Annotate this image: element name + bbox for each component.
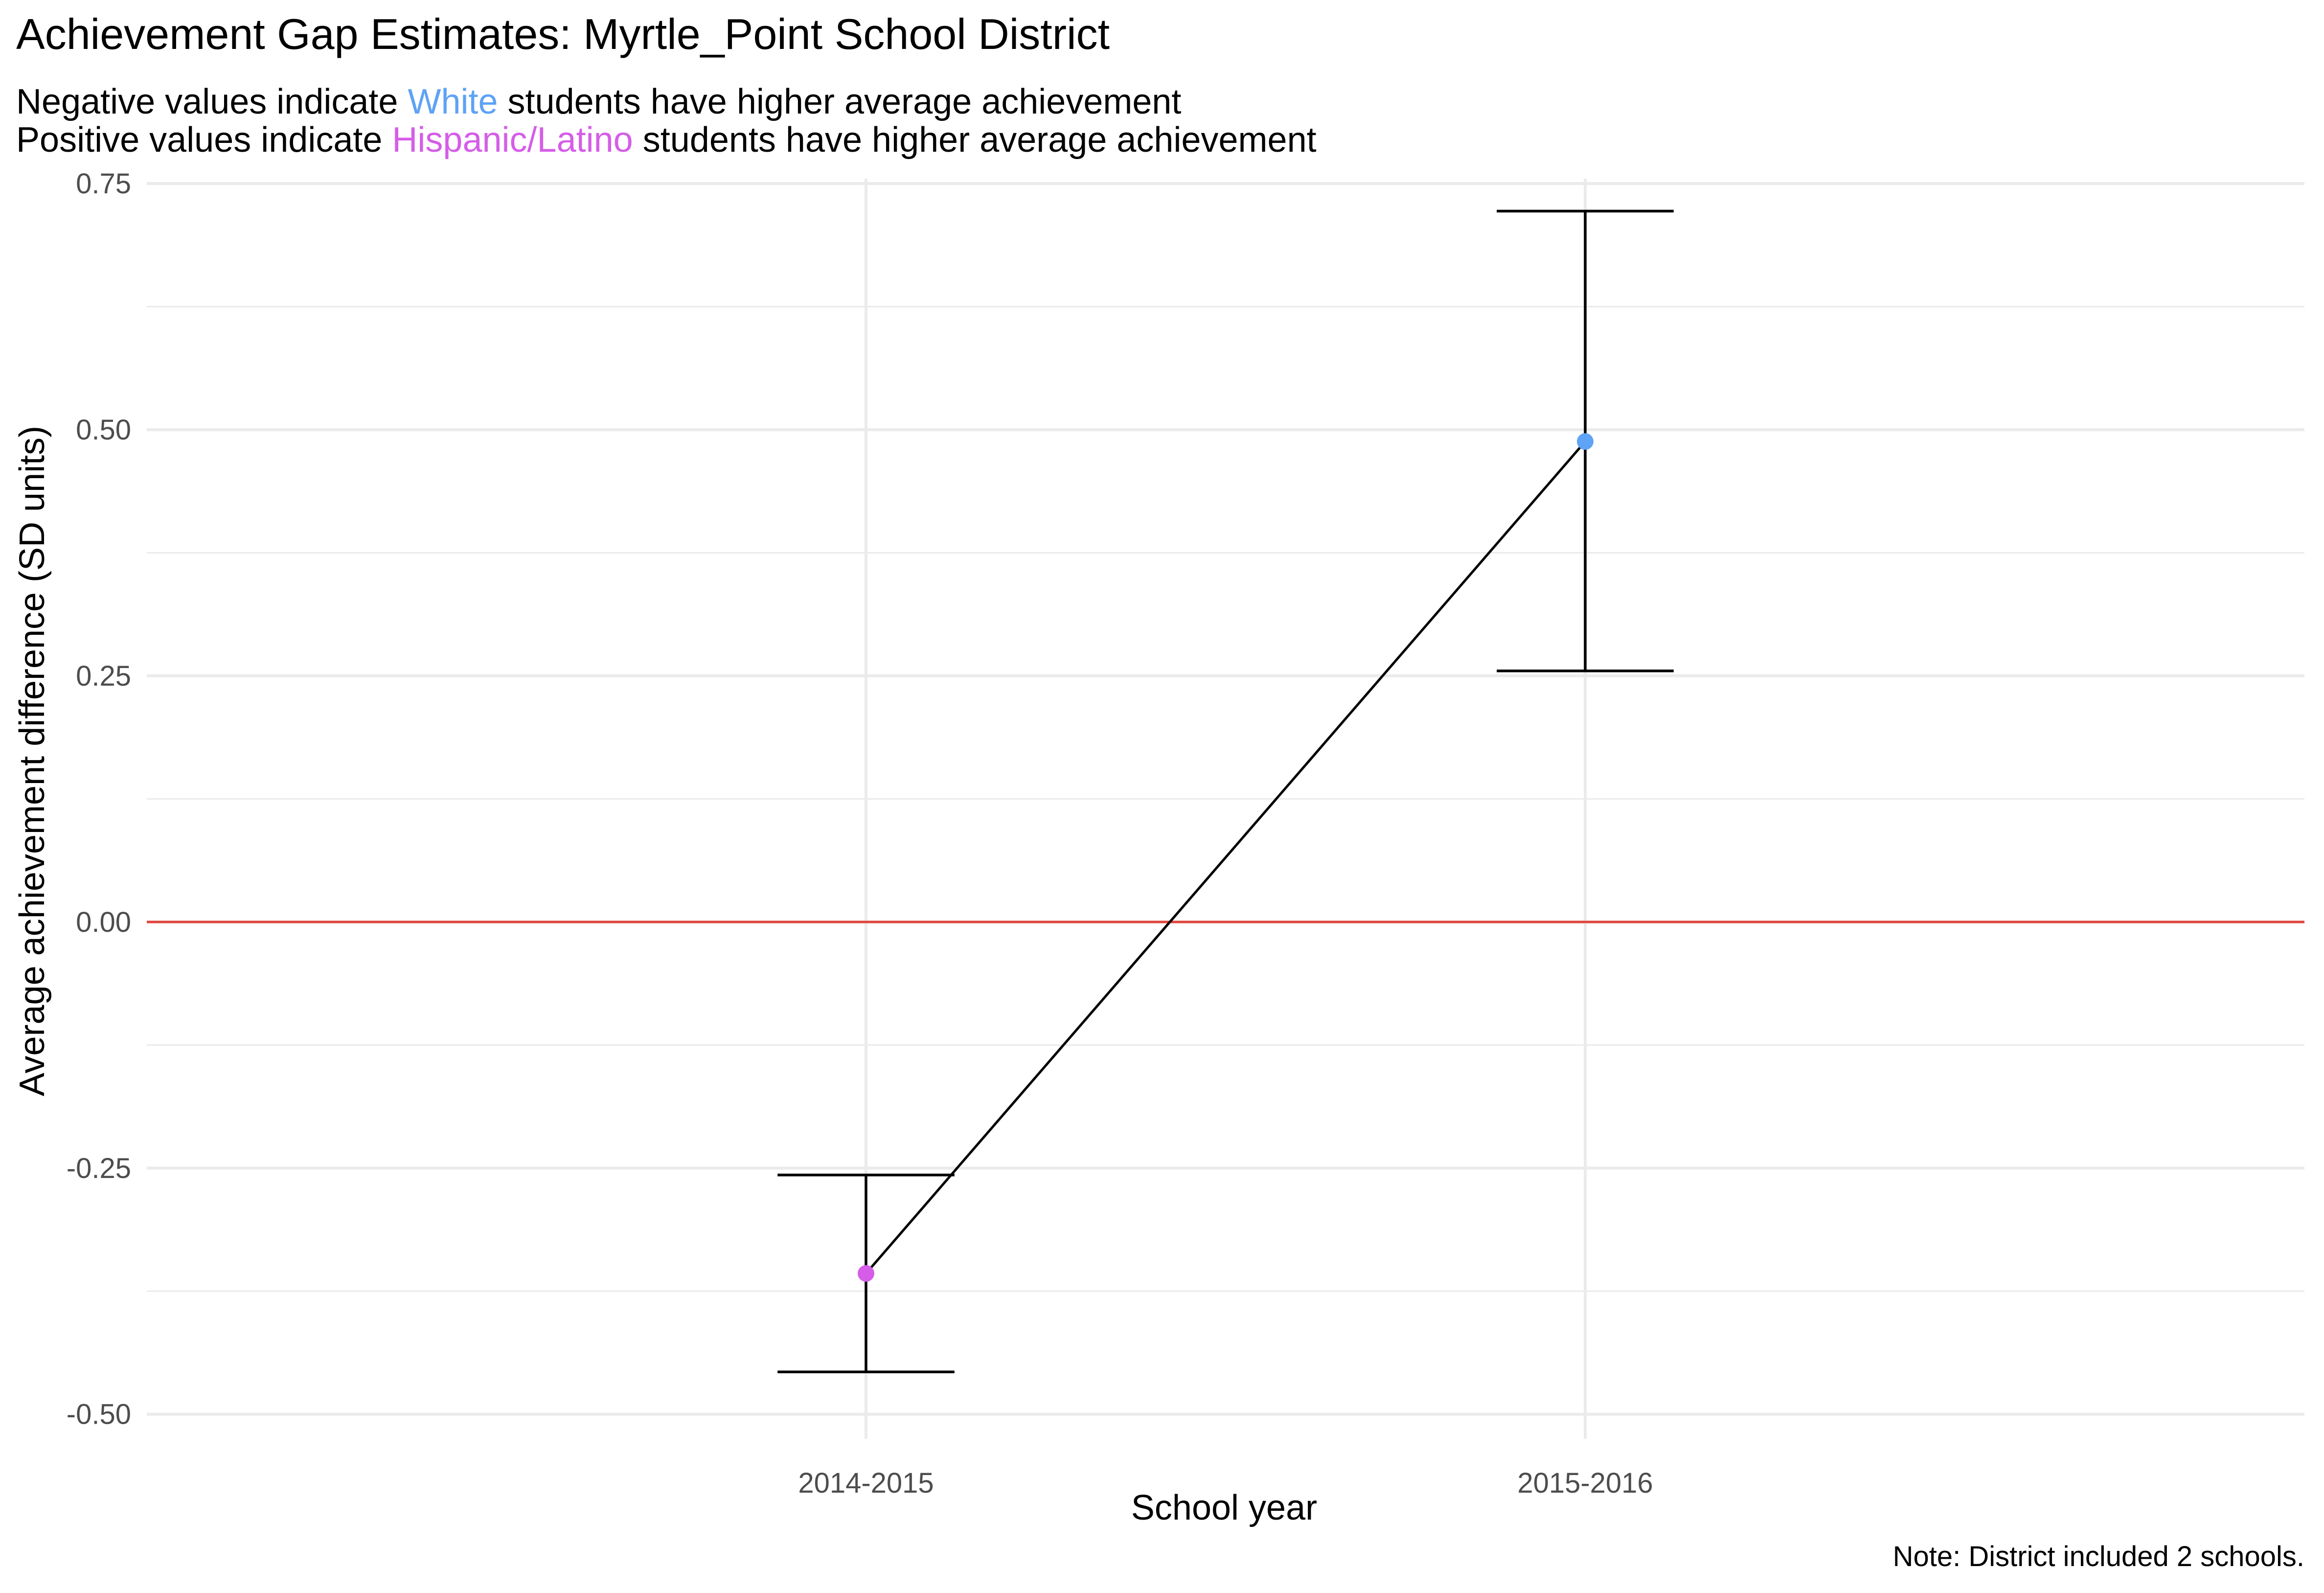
y-tick-label: 0.75 bbox=[76, 168, 131, 200]
y-tick-label: 0.00 bbox=[76, 906, 131, 938]
chart-subtitle-line-1: Negative values indicate White students … bbox=[16, 82, 1181, 121]
series-line bbox=[865, 440, 1586, 1274]
data-point bbox=[1577, 433, 1594, 450]
subtitle-1-group: White bbox=[408, 82, 498, 121]
subtitle-1-before: Negative values indicate bbox=[16, 82, 408, 121]
y-axis-title: Average achievement difference (SD units… bbox=[13, 426, 52, 1096]
data-point bbox=[858, 1265, 874, 1282]
chart-subtitle-line-2: Positive values indicate Hispanic/Latino… bbox=[16, 120, 1317, 160]
chart-caption: Note: District included 2 schools. bbox=[1893, 1541, 2304, 1572]
subtitle-2-before: Positive values indicate bbox=[16, 120, 392, 160]
y-tick-label: 0.50 bbox=[76, 414, 131, 446]
x-tick-label: 2015-2016 bbox=[1517, 1467, 1653, 1499]
y-tick-label: -0.50 bbox=[67, 1399, 131, 1431]
y-tick-label: -0.25 bbox=[67, 1153, 131, 1184]
subtitle-2-after: students have higher average achievement bbox=[633, 120, 1317, 160]
plot-area: -0.50 -0.25 0.00 0.25 0.50 0.75 2014-2015 2015-… bbox=[67, 168, 2304, 1499]
y-tick-label: 0.25 bbox=[76, 660, 131, 692]
x-tick-label: 2014-2015 bbox=[798, 1467, 934, 1499]
chart-title: Achievement Gap Estimates: Myrtle_Point … bbox=[16, 10, 1110, 58]
subtitle-1-after: students have higher average achievement bbox=[498, 82, 1182, 121]
x-axis-title: School year bbox=[1131, 1488, 1317, 1527]
subtitle-2-group: Hispanic/Latino bbox=[392, 120, 633, 160]
